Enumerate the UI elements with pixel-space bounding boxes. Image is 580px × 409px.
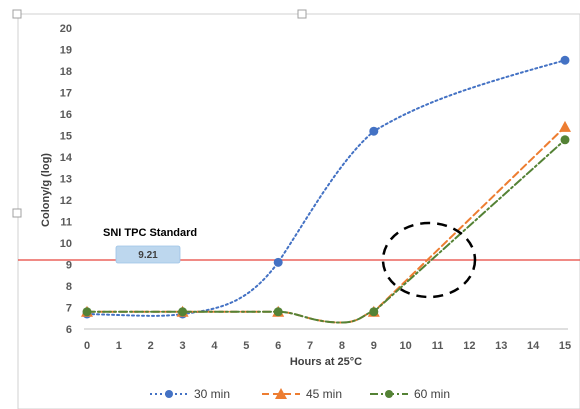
standard-label: SNI TPC Standard bbox=[103, 227, 197, 239]
standard-value-box bbox=[115, 245, 181, 264]
highlight-circle bbox=[381, 221, 477, 299]
data-point-marker bbox=[273, 257, 283, 267]
x-tick-label: 15 bbox=[559, 340, 571, 352]
y-tick-label: 11 bbox=[60, 217, 72, 229]
data-point-marker bbox=[560, 135, 570, 145]
data-point-marker bbox=[560, 55, 570, 65]
legend-label: 45 min bbox=[306, 387, 342, 401]
legend-label: 30 min bbox=[194, 387, 230, 401]
resize-handle-top-middle[interactable] bbox=[297, 9, 307, 19]
resize-handle-left-middle[interactable] bbox=[12, 208, 22, 218]
x-tick-label: 9 bbox=[371, 340, 377, 352]
x-tick-label: 11 bbox=[432, 340, 444, 352]
y-tick-label: 20 bbox=[60, 23, 72, 35]
series-line bbox=[86, 59, 566, 317]
series-line bbox=[86, 138, 566, 324]
y-tick-label: 8 bbox=[66, 281, 72, 293]
y-tick-label: 15 bbox=[60, 131, 72, 143]
legend-marker bbox=[165, 390, 173, 398]
x-tick-label: 3 bbox=[180, 340, 186, 352]
x-tick-label: 12 bbox=[463, 340, 475, 352]
series-layer bbox=[81, 55, 571, 324]
resize-handle-top-left[interactable] bbox=[12, 9, 22, 19]
data-point-marker bbox=[82, 307, 92, 317]
x-tick-label: 10 bbox=[400, 340, 412, 352]
y-tick-label: 14 bbox=[60, 152, 73, 164]
x-tick-label: 13 bbox=[495, 340, 507, 352]
y-tick-label: 17 bbox=[60, 88, 72, 100]
data-point-marker bbox=[178, 307, 188, 317]
y-axis-title: Colony/g (log) bbox=[40, 153, 52, 227]
y-tick-label: 19 bbox=[60, 45, 72, 57]
x-tick-label: 8 bbox=[339, 340, 345, 352]
data-point-marker bbox=[559, 120, 571, 132]
y-tick-label: 16 bbox=[60, 109, 72, 121]
data-point-marker bbox=[369, 307, 379, 317]
x-tick-label: 14 bbox=[527, 340, 540, 352]
legend-label: 60 min bbox=[414, 387, 450, 401]
x-tick-label: 2 bbox=[148, 340, 154, 352]
y-tick-label: 9 bbox=[66, 260, 72, 272]
y-tick-label: 6 bbox=[66, 324, 72, 336]
series-line bbox=[86, 125, 566, 324]
x-axis-title: Hours at 25°C bbox=[290, 356, 362, 368]
standard-value: 9.21 bbox=[138, 250, 158, 261]
x-tick-label: 1 bbox=[116, 340, 122, 352]
x-tick-label: 5 bbox=[243, 340, 249, 352]
y-tick-label: 7 bbox=[66, 303, 72, 315]
y-tick-label: 13 bbox=[60, 174, 72, 186]
y-tick-label: 18 bbox=[60, 66, 72, 78]
x-tick-label: 6 bbox=[275, 340, 281, 352]
data-point-marker bbox=[369, 126, 379, 136]
legend: 30 min 45 min 60 min bbox=[150, 387, 450, 401]
legend-marker bbox=[385, 390, 393, 398]
y-tick-label: 10 bbox=[60, 238, 72, 250]
x-tick-label: 0 bbox=[84, 340, 90, 352]
x-tick-label: 4 bbox=[211, 340, 218, 352]
data-point-marker bbox=[273, 307, 283, 317]
x-axis-ticks: 0 1 2 3 4 5 6 7 8 9 10 11 12 13 14 15 bbox=[84, 340, 571, 352]
x-tick-label: 7 bbox=[307, 340, 313, 352]
legend-marker bbox=[275, 388, 287, 399]
y-tick-label: 12 bbox=[60, 195, 72, 207]
y-axis-ticks: 6 7 8 9 10 11 12 13 14 15 16 17 18 19 20 bbox=[60, 23, 73, 336]
